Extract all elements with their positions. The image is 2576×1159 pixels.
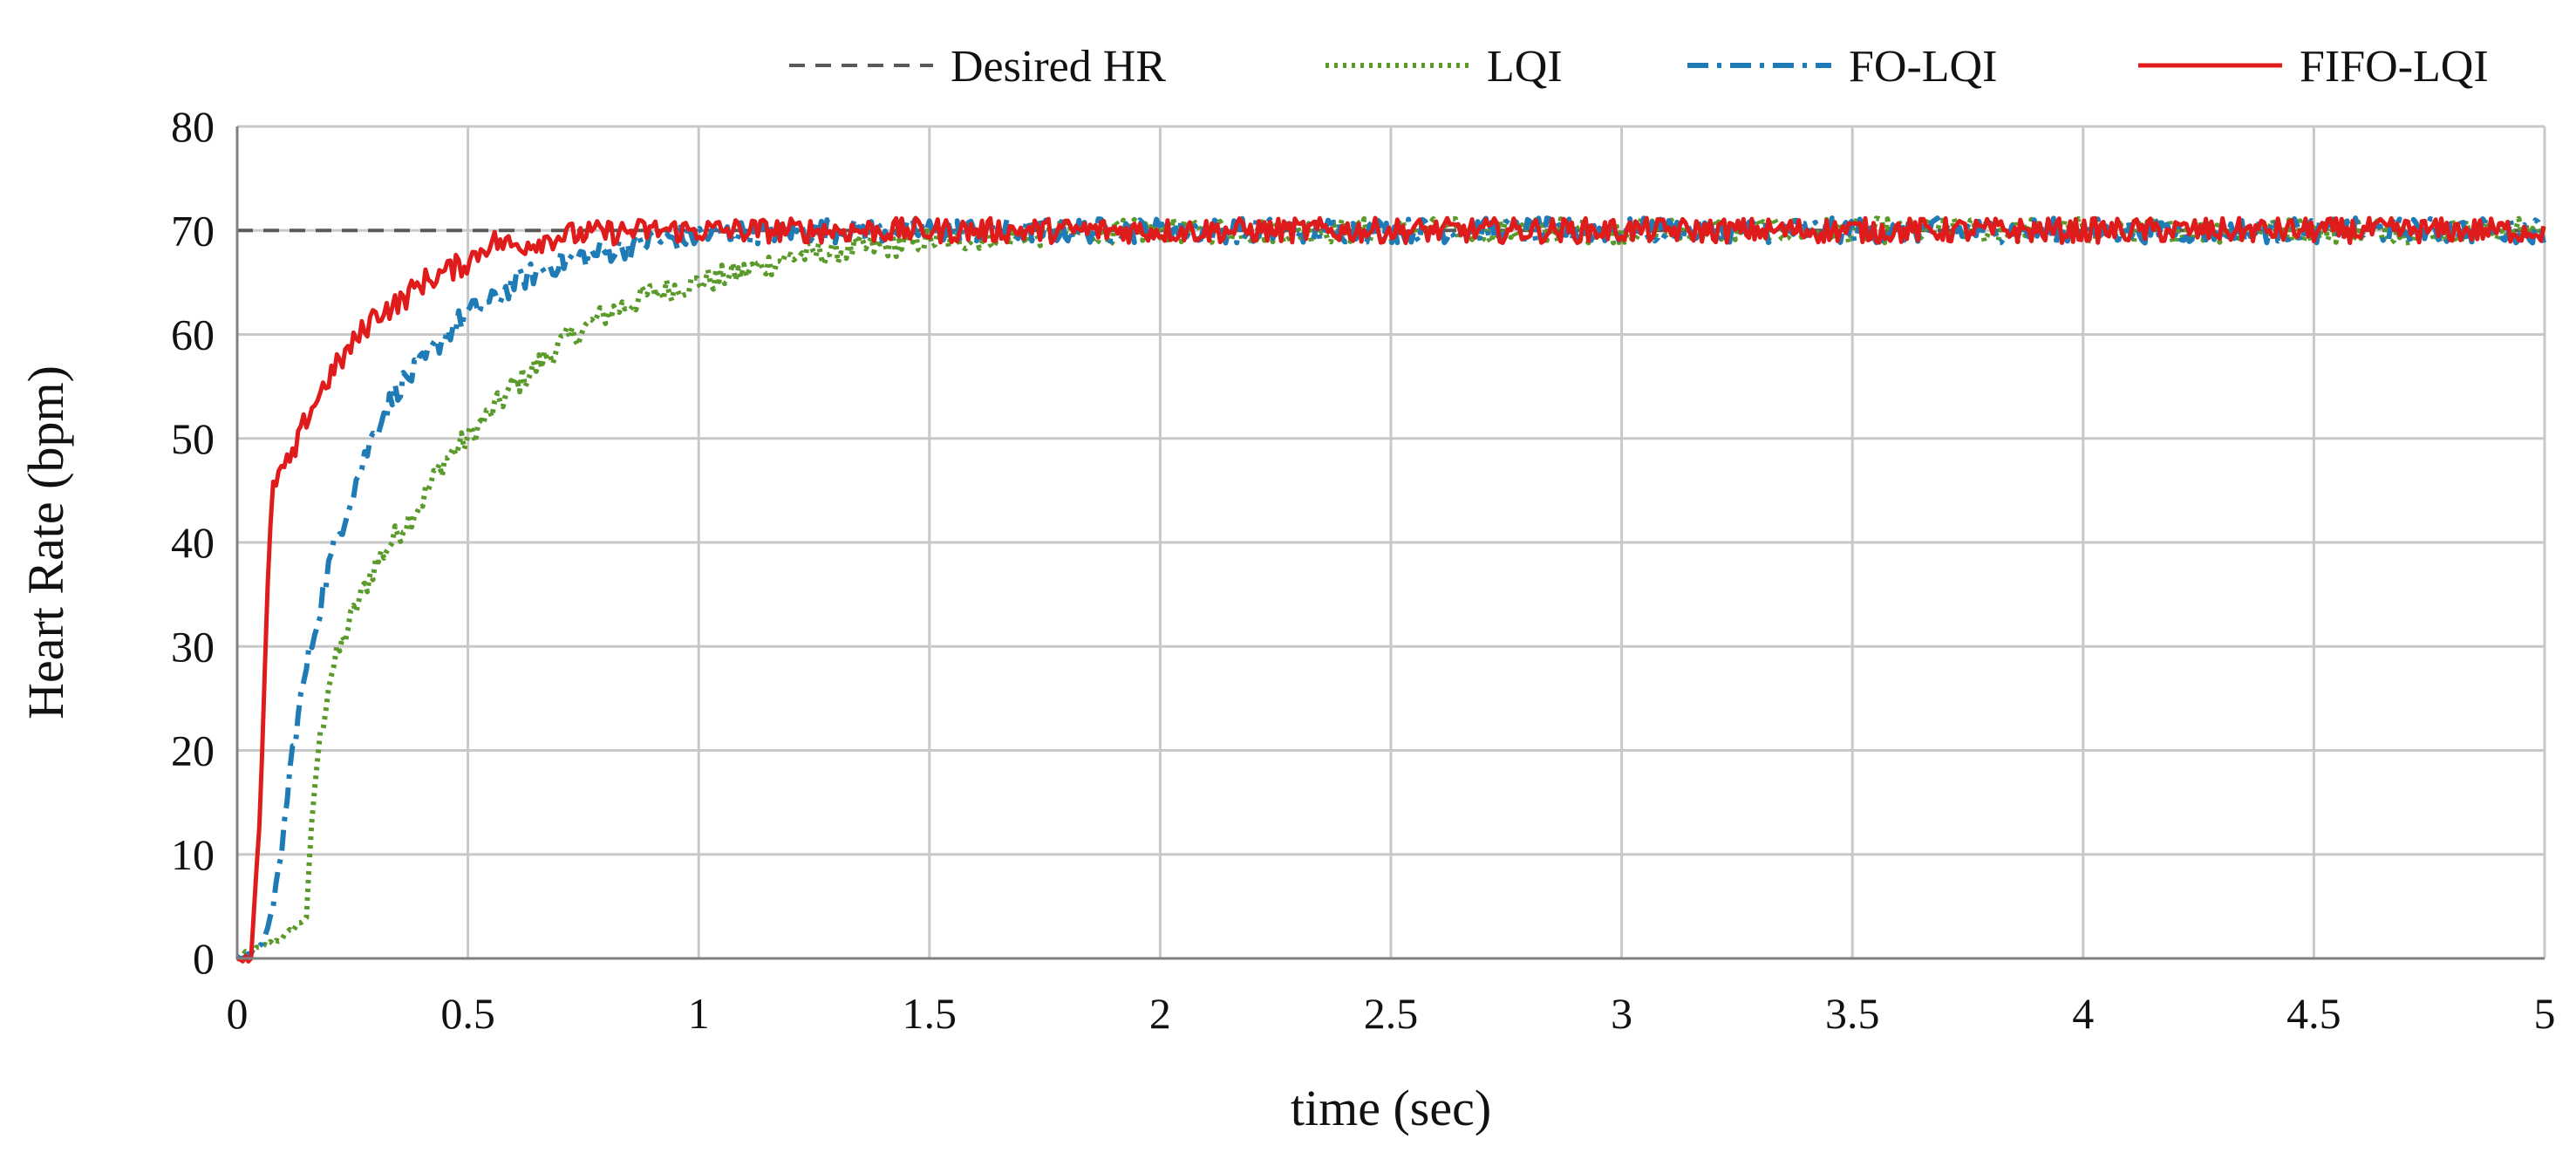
x-tick-label: 2.5 [1364,989,1419,1038]
x-tick-label: 3.5 [1825,989,1880,1038]
x-tick-label: 2 [1149,989,1171,1038]
legend-item: FIFO-LQI [2138,42,2489,92]
y-tick-label: 20 [171,726,215,775]
y-tick-label: 0 [193,934,215,983]
y-tick-label: 80 [171,102,215,151]
x-tick-label: 0.5 [440,989,495,1038]
x-axis-title: time (sec) [1291,1080,1491,1136]
legend-label: LQI [1487,42,1563,92]
legend-item: LQI [1325,42,1563,92]
y-tick-label: 60 [171,310,215,359]
legend-item: Desired HR [789,42,1166,92]
x-tick-label: 4.5 [2286,989,2341,1038]
legend-label: FO-LQI [1849,42,1997,92]
y-tick-label: 10 [171,830,215,879]
legend-label: FIFO-LQI [2300,42,2489,92]
x-tick-label: 5 [2534,989,2556,1038]
x-tick-label: 3 [1611,989,1632,1038]
x-tick-label: 1 [688,989,710,1038]
x-tick-label: 1.5 [903,989,957,1038]
y-tick-label: 30 [171,622,215,671]
x-tick-label: 4 [2072,989,2094,1038]
y-tick-label: 40 [171,518,215,567]
legend-label: Desired HR [951,42,1166,92]
legend: Desired HR LQI FO-LQI FIFO-LQI [789,42,2489,92]
series-layer [235,215,2546,964]
y-tick-label: 50 [171,414,215,463]
series-line-fifo-lqi [236,215,2546,964]
y-axis-title: Heart Rate (bpm) [17,365,74,719]
x-tick-label: 0 [227,989,249,1038]
y-tick-label: 70 [171,206,215,255]
legend-item: FO-LQI [1687,42,1997,92]
